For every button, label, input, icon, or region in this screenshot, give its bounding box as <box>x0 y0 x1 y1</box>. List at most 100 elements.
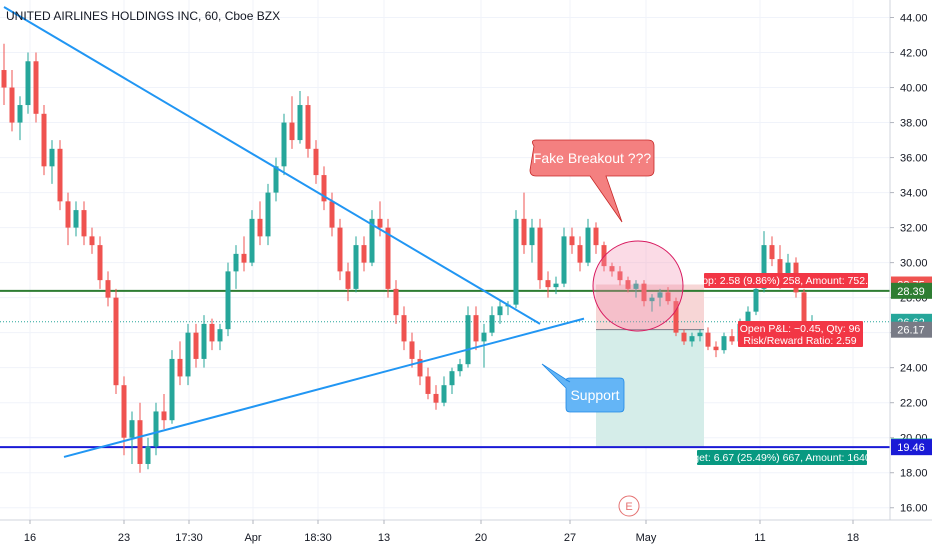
candle-body[interactable] <box>465 315 471 365</box>
candle-body[interactable] <box>377 218 383 228</box>
candle-body[interactable] <box>689 336 695 342</box>
candle-body[interactable] <box>585 227 591 263</box>
candle-body[interactable] <box>633 283 639 289</box>
candle-body[interactable] <box>33 61 39 114</box>
target-label[interactable]: Target: 6.67 (25.49%) 667, Amount: 1640.… <box>679 450 886 465</box>
candle-body[interactable] <box>665 292 671 302</box>
candle-body[interactable] <box>521 218 527 246</box>
candle-body[interactable] <box>481 332 487 342</box>
descending-trendline[interactable] <box>3 6 541 325</box>
candle-body[interactable] <box>649 297 655 302</box>
candle-body[interactable] <box>209 323 215 342</box>
candle-body[interactable] <box>385 227 391 289</box>
candle-body[interactable] <box>265 192 271 237</box>
fake-breakout-annotation[interactable]: Fake Breakout ??? <box>529 139 684 332</box>
candle-body[interactable] <box>129 420 135 438</box>
candle-body[interactable] <box>41 113 47 167</box>
candle-body[interactable] <box>305 105 311 149</box>
candle-body[interactable] <box>625 280 631 289</box>
candle-body[interactable] <box>417 358 423 377</box>
candle-body[interactable] <box>705 332 711 347</box>
candle-body[interactable] <box>401 315 407 342</box>
support-annotation[interactable]: Support <box>541 363 625 413</box>
candle-body[interactable] <box>425 376 431 394</box>
candle-body[interactable] <box>753 288 759 312</box>
candle-body[interactable] <box>241 253 247 263</box>
candle-body[interactable] <box>233 253 239 272</box>
candle-body[interactable] <box>777 259 783 284</box>
candle-body[interactable] <box>673 301 679 333</box>
candle-body[interactable] <box>537 227 543 281</box>
candle-body[interactable] <box>225 271 231 330</box>
candle-body[interactable] <box>641 283 647 302</box>
candle-body[interactable] <box>729 336 735 342</box>
candle-body[interactable] <box>657 292 663 298</box>
candle-body[interactable] <box>449 371 455 386</box>
candle-body[interactable] <box>697 332 703 337</box>
candle-body[interactable] <box>49 148 55 167</box>
candle-body[interactable] <box>361 245 367 263</box>
candle-body[interactable] <box>473 315 479 342</box>
candle-body[interactable] <box>73 210 79 228</box>
candle-body[interactable] <box>441 385 447 403</box>
candle-body[interactable] <box>313 148 319 176</box>
earnings-marker[interactable]: E <box>618 495 640 517</box>
candle-body[interactable] <box>289 122 295 141</box>
candle-body[interactable] <box>177 358 183 377</box>
stop-label[interactable]: Stop: 2.58 (9.86%) 258, Amount: 752.32 <box>692 273 880 288</box>
candle-body[interactable] <box>545 280 551 288</box>
candle-body[interactable] <box>321 175 327 202</box>
candle-body[interactable] <box>553 283 559 288</box>
candle-body[interactable] <box>25 61 31 106</box>
candle-body[interactable] <box>713 346 719 351</box>
candle-body[interactable] <box>17 105 23 123</box>
candle-body[interactable] <box>769 245 775 260</box>
candle-body[interactable] <box>529 227 535 246</box>
candle-body[interactable] <box>681 332 687 342</box>
candle-body[interactable] <box>161 411 167 421</box>
candle-body[interactable] <box>201 323 207 359</box>
candle-body[interactable] <box>489 315 495 333</box>
candle-body[interactable] <box>617 271 623 281</box>
candle-body[interactable] <box>593 227 599 246</box>
candle-body[interactable] <box>409 341 415 359</box>
candle-body[interactable] <box>57 148 63 202</box>
candle-body[interactable] <box>81 210 87 237</box>
candle-body[interactable] <box>497 306 503 316</box>
candle-body[interactable] <box>801 292 807 324</box>
candle-body[interactable] <box>513 218 519 305</box>
ascending-trendline[interactable] <box>63 317 585 458</box>
candle-body[interactable] <box>1 70 7 88</box>
candle-body[interactable] <box>249 218 255 263</box>
candle-body[interactable] <box>561 236 567 284</box>
candle-body[interactable] <box>113 297 119 386</box>
candle-body[interactable] <box>169 358 175 421</box>
candle-body[interactable] <box>761 245 767 289</box>
candle-body[interactable] <box>257 218 263 237</box>
candle-body[interactable] <box>609 266 615 272</box>
candle-body[interactable] <box>153 411 159 447</box>
candle-body[interactable] <box>353 245 359 289</box>
candle-body[interactable] <box>369 218 375 263</box>
candle-body[interactable] <box>329 201 335 228</box>
candle-body[interactable] <box>105 280 111 298</box>
candle-body[interactable] <box>9 87 15 123</box>
candle-body[interactable] <box>345 271 351 289</box>
x-axis-ticks[interactable]: 16 23 17:30 Apr 18:30 13 20 27 May 11 18 <box>24 520 859 544</box>
candle-body[interactable] <box>297 105 303 141</box>
candle-body[interactable] <box>457 364 463 372</box>
candle-body[interactable] <box>89 236 95 246</box>
open-pnl-box[interactable]: Open P&L: −0.45, Qty: 96 Risk/Reward Rat… <box>738 321 863 347</box>
candle-body[interactable] <box>337 227 343 272</box>
candle-body[interactable] <box>65 201 71 228</box>
candle-body[interactable] <box>193 332 199 359</box>
candle-body[interactable] <box>601 245 607 267</box>
candle-body[interactable] <box>577 245 583 263</box>
candle-body[interactable] <box>185 332 191 377</box>
candle-body[interactable] <box>97 245 103 281</box>
candle-body[interactable] <box>569 236 575 246</box>
candle-body[interactable] <box>145 446 151 464</box>
candle-body[interactable] <box>121 385 127 438</box>
candle-body[interactable] <box>721 336 727 351</box>
